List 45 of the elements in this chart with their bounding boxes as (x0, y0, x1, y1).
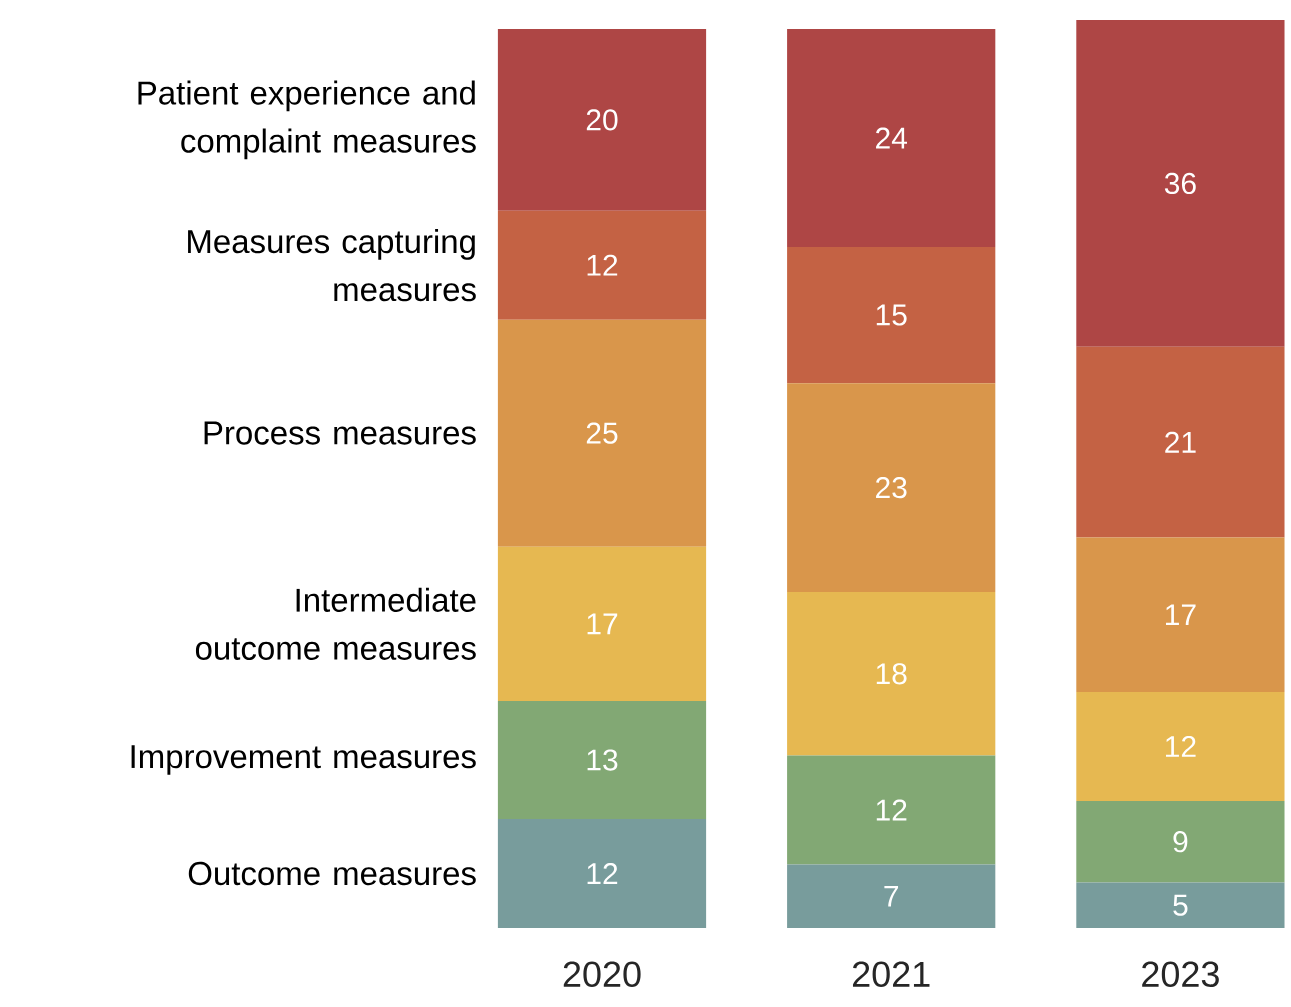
bar (1076, 800, 1285, 883)
data-label: 24 (876, 127, 908, 149)
series-label: Intermediate outcome measures (195, 587, 476, 660)
x-tick-label: 2023 (1142, 961, 1219, 988)
bar (787, 29, 996, 247)
bar (787, 592, 996, 756)
data-label: 36 (1164, 172, 1196, 195)
series-label: Patient experience and complaint measures (138, 80, 476, 160)
bar (787, 383, 996, 593)
bar (1076, 19, 1285, 347)
data-label: 15 (876, 304, 907, 326)
data-label: 13 (587, 749, 618, 771)
data-label: 12 (1166, 735, 1196, 757)
bar (497, 819, 707, 928)
bar (1076, 346, 1285, 538)
bar (497, 319, 707, 547)
data-label: 7 (884, 885, 899, 907)
data-label: 9 (1173, 831, 1188, 853)
data-label: 23 (876, 476, 907, 499)
series-label: Outcome measures (188, 861, 476, 886)
data-label: 5 (1173, 894, 1188, 916)
bar (1076, 691, 1285, 801)
data-label: 12 (876, 799, 907, 821)
bar (1076, 537, 1285, 692)
x-tick-label: 2020 (563, 961, 641, 988)
bar (497, 210, 707, 320)
bar (787, 246, 996, 384)
bar (497, 701, 707, 820)
data-label: 12 (587, 863, 618, 884)
data-label: 18 (876, 663, 907, 685)
data-label: 21 (1165, 431, 1196, 453)
series-label: Process measures (204, 421, 476, 445)
bar (787, 755, 996, 865)
data-label: 12 (587, 254, 618, 276)
bar (1076, 882, 1285, 928)
bar (497, 546, 707, 701)
bar (787, 864, 996, 928)
x-tick-label: 2021 (852, 961, 930, 988)
data-label: 17 (587, 613, 618, 635)
series-label: Measures capturing measures (188, 229, 476, 302)
bar (497, 29, 707, 211)
series-label: Improvement measures (131, 745, 476, 775)
data-label: 25 (586, 422, 618, 444)
data-label: 20 (586, 109, 618, 131)
data-label: 17 (1166, 604, 1196, 626)
